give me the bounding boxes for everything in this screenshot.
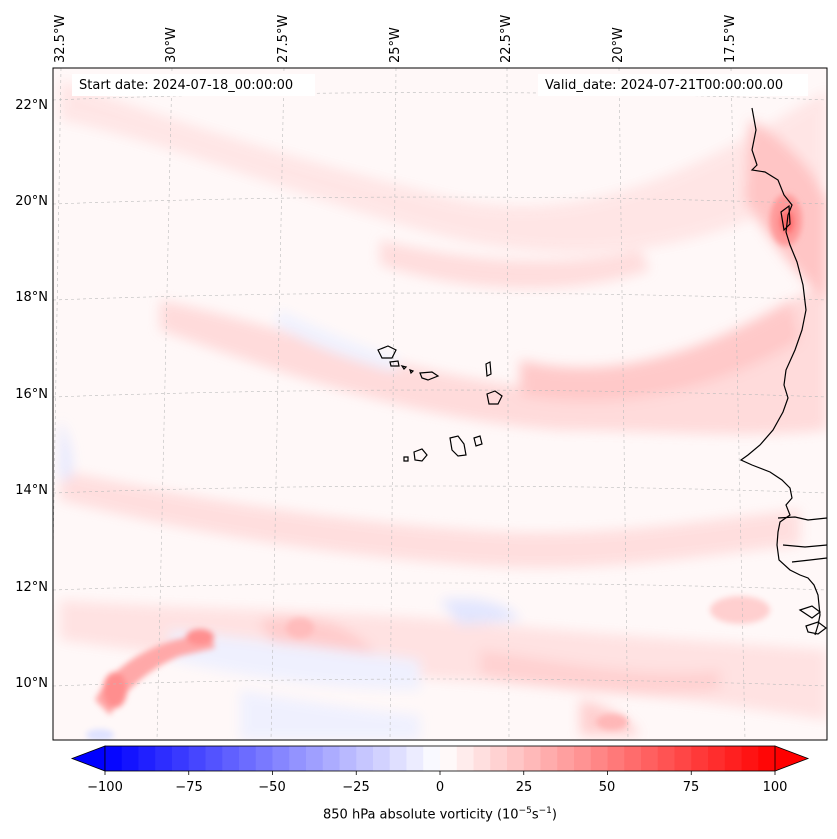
colorbar-level [540, 746, 558, 771]
lat-label-22n: 22°N [15, 98, 48, 113]
colorbar-level [306, 746, 324, 771]
colorbar-level [239, 746, 257, 771]
colorbar-level [339, 746, 357, 771]
colorbar-level [724, 746, 743, 771]
colorbar-level [205, 746, 223, 771]
colorbar-tick-label: −25 [342, 780, 370, 795]
lat-label-10n: 10°N [15, 676, 48, 691]
lon-label-30w: 30°W [164, 27, 179, 63]
colorbar-level [674, 746, 692, 771]
colorbar-level [222, 746, 240, 771]
colorbar-level [490, 746, 508, 771]
colorbar-level [373, 746, 391, 771]
colorbar-tick-label: −50 [258, 780, 286, 795]
colorbar-level [188, 746, 207, 771]
colorbar-level [322, 746, 341, 771]
vorticity-field [53, 68, 827, 740]
colorbar-level [657, 746, 676, 771]
cape-verde-islands [377, 345, 503, 462]
colorbar-level [272, 746, 290, 771]
lat-label-12n: 12°N [15, 580, 48, 595]
lon-label-20w: 20°W [611, 27, 626, 63]
colorbar-level [289, 746, 307, 771]
colorbar-tick-label: 75 [682, 780, 700, 795]
colorbar-level [507, 746, 525, 771]
lat-label-18n: 18°N [15, 290, 48, 305]
colorbar-level [574, 746, 592, 771]
colorbar-level [641, 746, 659, 771]
colorbar-level [255, 746, 274, 771]
colorbar-level [523, 746, 542, 771]
colorbar-level [456, 746, 475, 771]
graticule [53, 68, 827, 740]
colorbar-level [423, 746, 441, 771]
colorbar-level [590, 746, 609, 771]
colorbar-tick-label: 50 [598, 780, 616, 795]
map-frame [52, 67, 828, 741]
west-africa-coastline [739, 107, 821, 636]
lon-label-22-5w: 22.5°W [499, 14, 514, 63]
lon-label-27-5w: 27.5°W [276, 14, 291, 63]
colorbar-level [138, 746, 156, 771]
colorbar-level [741, 746, 759, 771]
colorbar-level [440, 746, 458, 771]
valid-date-box [538, 74, 808, 96]
colorbar-tick-label: −100 [87, 780, 123, 795]
colorbar-tick-label: 0 [435, 780, 445, 795]
start-date-box [72, 74, 315, 96]
colorbar-level [607, 746, 625, 771]
colorbar-tick-label: 25 [515, 780, 533, 795]
valid-date-label: Valid_date: 2024-07-21T00:00:00.00 [545, 78, 784, 93]
lon-label-32-5w: 32.5°W [53, 14, 68, 63]
colorbar-level [691, 746, 709, 771]
colorbar-min-extend [70, 745, 106, 772]
colorbar-level [624, 746, 642, 771]
colorbar-tick-label: −75 [175, 780, 203, 795]
colorbar-level [172, 746, 190, 771]
colorbar-level [708, 746, 726, 771]
colorbar-level [389, 746, 408, 771]
lat-label-20n: 20°N [15, 194, 48, 209]
colorbar-level [105, 746, 123, 771]
lat-label-16n: 16°N [15, 387, 48, 402]
colorbar-level [356, 746, 374, 771]
coastlines [377, 107, 827, 636]
colorbar-level [121, 746, 140, 771]
colorbar-level [406, 746, 424, 771]
colorbar-level [557, 746, 575, 771]
colorbar [70, 745, 810, 775]
colorbar-level [155, 746, 173, 771]
colorbar-level [473, 746, 491, 771]
colorbar-max-extend [774, 745, 810, 772]
lon-label-17-5w: 17.5°W [723, 14, 738, 63]
colorbar-level [758, 746, 776, 771]
lon-label-25w: 25°W [388, 27, 403, 63]
colorbar-tick-label: 100 [762, 780, 788, 795]
lat-label-14n: 14°N [15, 483, 48, 498]
start-date-label: Start date: 2024-07-18_00:00:00 [79, 78, 294, 93]
colorbar-label: 850 hPa absolute vorticity (10−5s−1) [323, 806, 557, 823]
